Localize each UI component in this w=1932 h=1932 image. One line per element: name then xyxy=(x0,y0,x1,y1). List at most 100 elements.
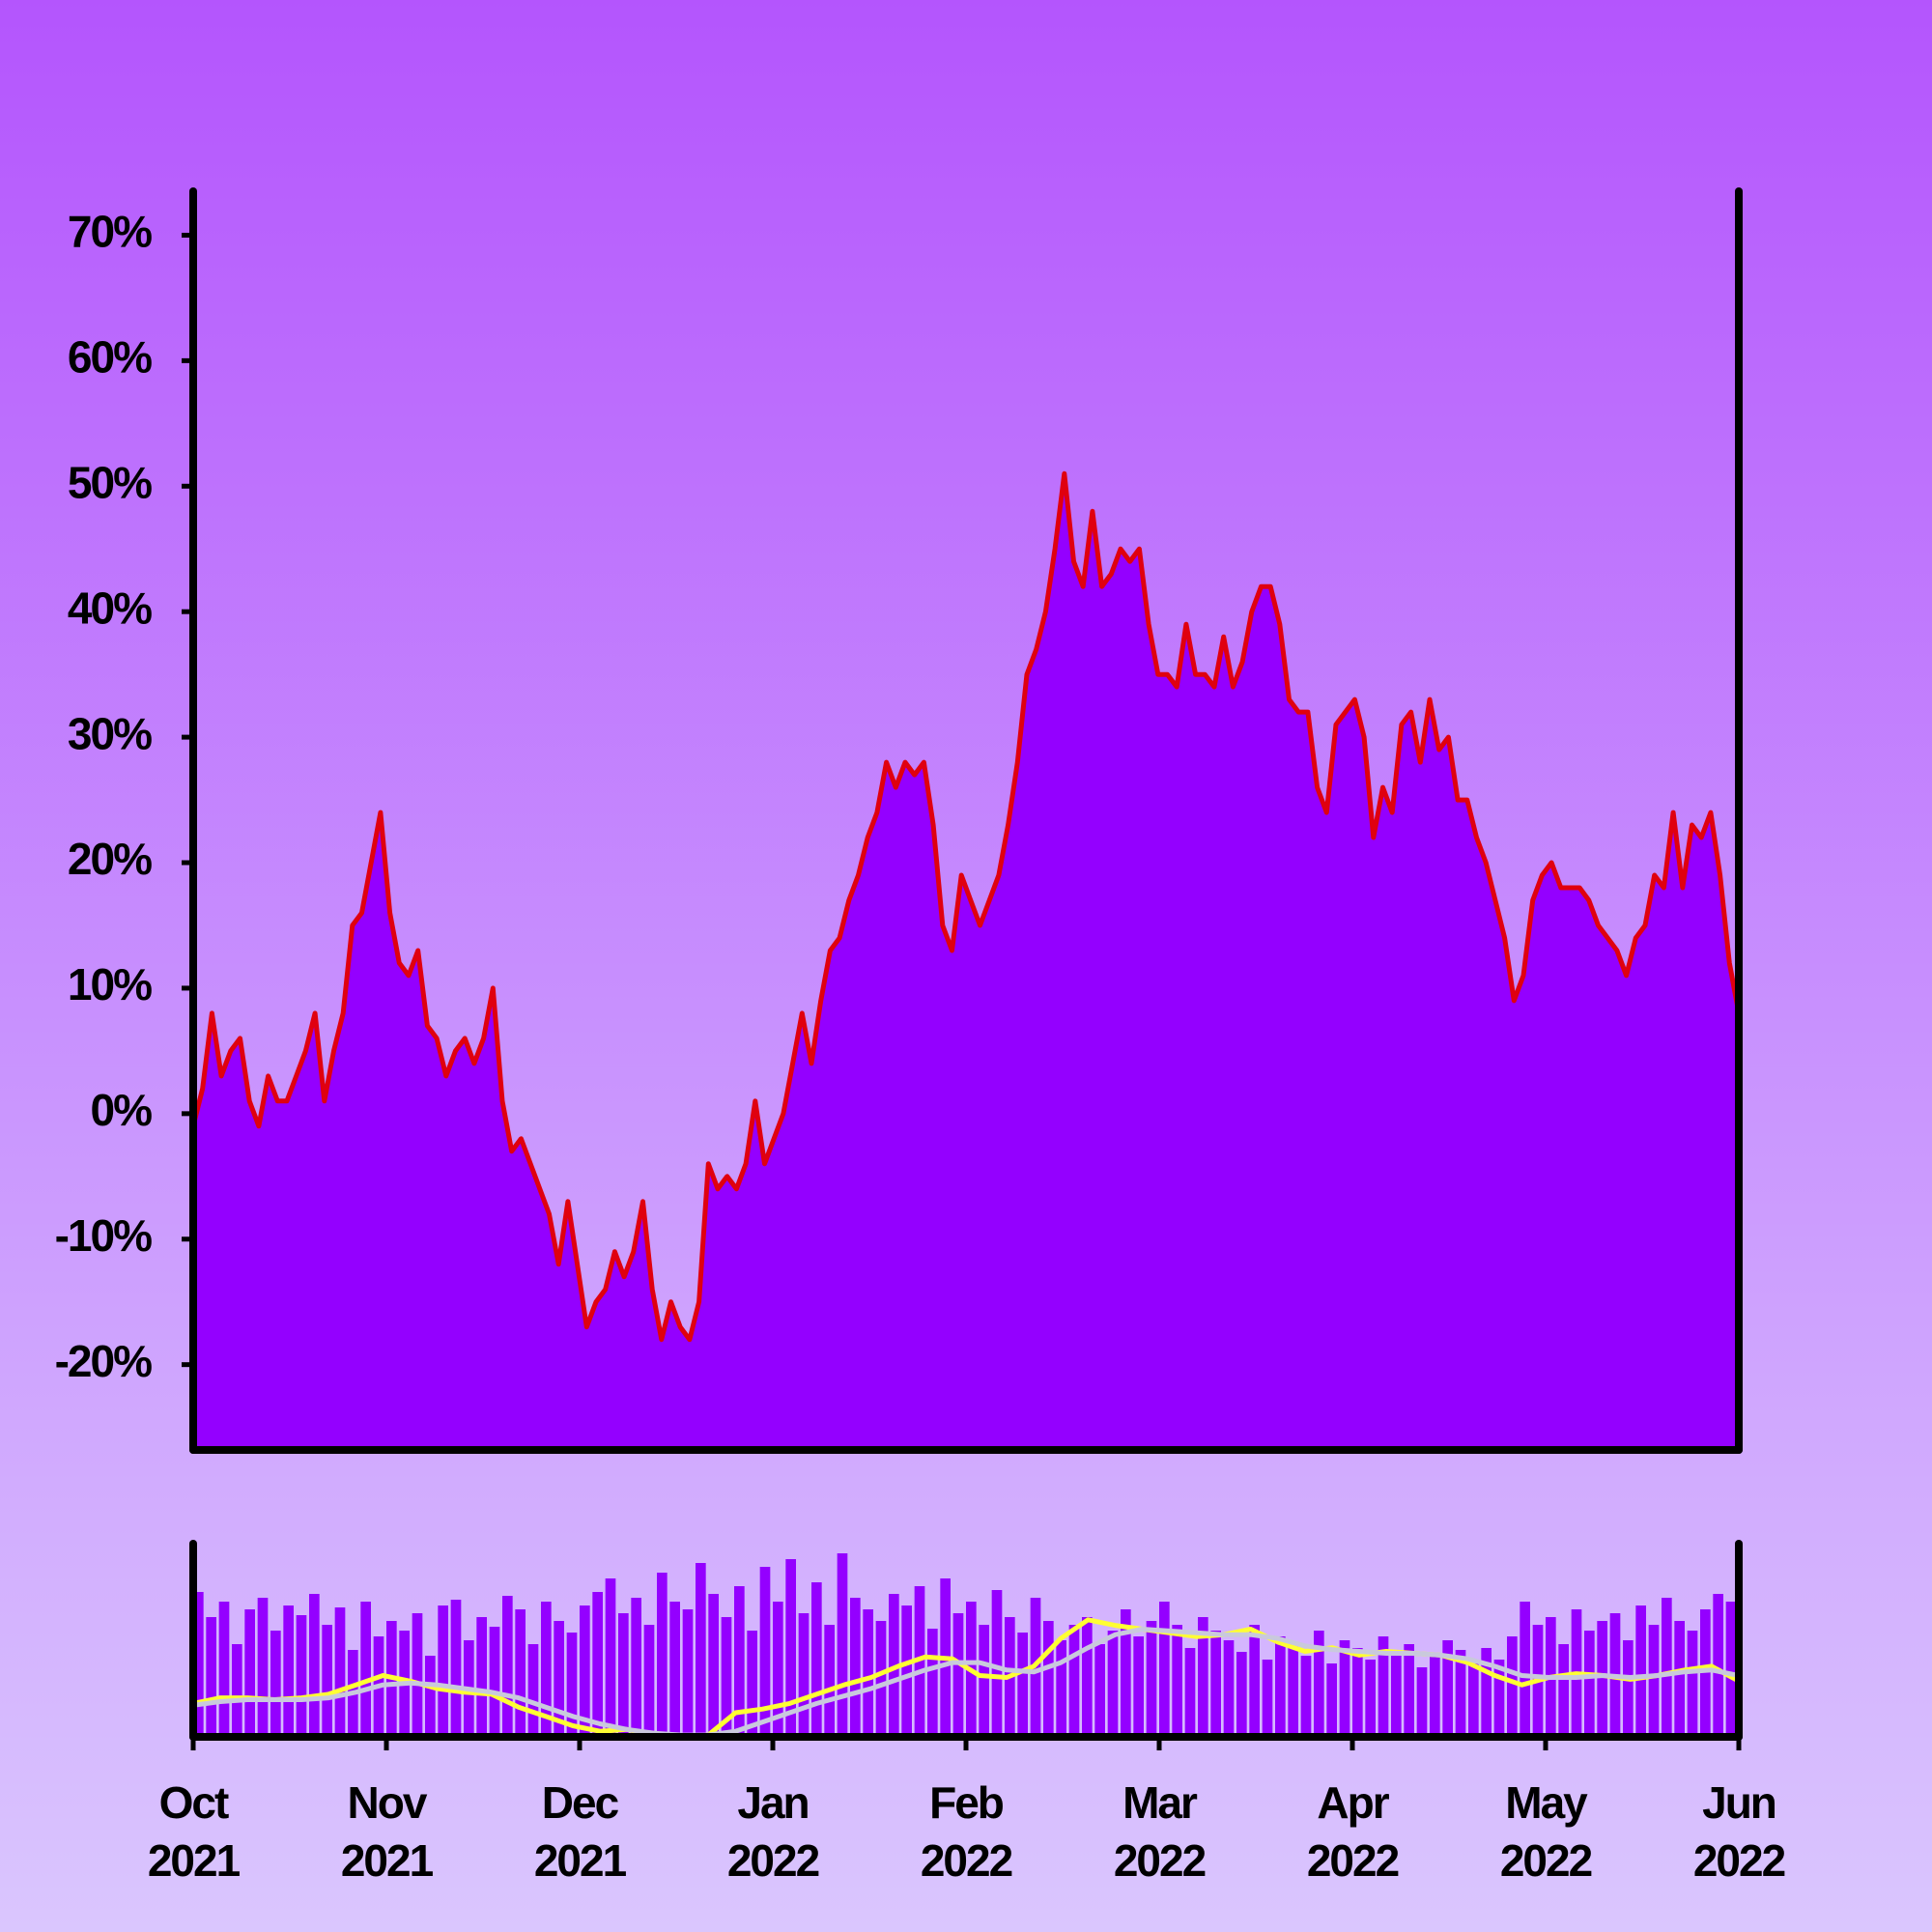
volume-bar xyxy=(1159,1602,1170,1737)
volume-bar xyxy=(257,1598,269,1737)
x-tick-label: May 2022 xyxy=(1499,1777,1593,1886)
volume-bar xyxy=(1623,1640,1634,1737)
y-tick-label: -10% xyxy=(55,1210,152,1261)
volume-bar xyxy=(1662,1598,1672,1737)
volume-bar xyxy=(515,1609,526,1737)
volume-bar xyxy=(296,1615,307,1737)
volume-bar xyxy=(734,1586,745,1737)
x-tick-label: Oct 2021 xyxy=(147,1777,241,1886)
volume-bar xyxy=(218,1602,230,1737)
volume-bar xyxy=(1288,1644,1298,1737)
volume-bar xyxy=(1326,1663,1337,1737)
volume-bar xyxy=(527,1644,539,1737)
volume-bar xyxy=(1352,1648,1363,1737)
volume-bar xyxy=(1713,1594,1723,1737)
volume-bar xyxy=(592,1592,603,1737)
volume-bar xyxy=(1146,1621,1157,1737)
y-tick-label: 40% xyxy=(68,582,152,633)
volume-bar xyxy=(1068,1625,1080,1737)
volume-bar xyxy=(605,1578,616,1737)
volume-bar xyxy=(1043,1621,1054,1737)
volume-bar xyxy=(811,1582,822,1737)
volume-bar xyxy=(1635,1605,1646,1737)
volume-bar xyxy=(1442,1640,1453,1737)
volume-bar xyxy=(1365,1660,1376,1737)
volume-bar xyxy=(554,1621,564,1737)
volume-bar xyxy=(1455,1650,1466,1737)
volume-bar xyxy=(991,1590,1003,1737)
volume-bar xyxy=(1507,1636,1518,1737)
volume-bar xyxy=(1339,1640,1350,1737)
y-tick-label: -20% xyxy=(55,1336,152,1386)
volume-bar xyxy=(669,1602,680,1737)
volume-bar xyxy=(1648,1625,1660,1737)
volume-bar xyxy=(1597,1621,1607,1737)
area xyxy=(193,473,1739,1450)
volume-bar xyxy=(773,1602,783,1737)
volume-bar xyxy=(1133,1636,1144,1737)
volume-bar xyxy=(334,1607,346,1737)
volume-bar xyxy=(708,1594,719,1737)
volume-bar xyxy=(875,1621,887,1737)
volume-bar xyxy=(631,1598,641,1737)
volume-bar xyxy=(643,1625,655,1737)
volume-bar xyxy=(682,1609,694,1737)
plot-lower xyxy=(193,1553,1739,1737)
volume-bar xyxy=(889,1594,899,1737)
y-tick-label: 20% xyxy=(68,834,152,884)
volume-bar xyxy=(206,1617,216,1737)
y-tick-label: 50% xyxy=(68,457,152,507)
volume-bar xyxy=(1404,1644,1414,1737)
volume-bar xyxy=(438,1605,448,1737)
volume-bar xyxy=(1121,1609,1131,1737)
volume-bar xyxy=(476,1617,487,1737)
volume-bar xyxy=(1184,1648,1196,1737)
volume-bar xyxy=(1249,1625,1260,1737)
volume-bar xyxy=(721,1617,732,1737)
volume-bar xyxy=(541,1602,552,1737)
volume-bar xyxy=(1391,1652,1402,1737)
volume-bar xyxy=(1275,1636,1286,1737)
volume-bar xyxy=(1725,1602,1737,1737)
volume-bar xyxy=(1236,1652,1247,1737)
volume-bar xyxy=(1687,1631,1698,1737)
volume-bar xyxy=(1481,1648,1492,1737)
volume-bar xyxy=(618,1613,629,1737)
volume-bar xyxy=(1416,1667,1428,1737)
volume-bar xyxy=(1584,1631,1595,1737)
volume-bar xyxy=(244,1609,255,1737)
volume-bar xyxy=(927,1629,938,1737)
volume-bar xyxy=(1468,1663,1479,1737)
volume-bar xyxy=(1223,1640,1235,1737)
volume-bar xyxy=(979,1625,989,1737)
volume-bar xyxy=(566,1633,578,1737)
volume-bar xyxy=(1094,1644,1105,1737)
volume-bar xyxy=(1700,1609,1711,1737)
volume-bar xyxy=(489,1627,500,1737)
volume-bar xyxy=(1493,1660,1505,1737)
volume-bar xyxy=(850,1598,861,1737)
volume-bar xyxy=(360,1602,371,1737)
volume-bar xyxy=(425,1656,436,1737)
volume-bar xyxy=(1378,1636,1389,1737)
x-tick-label: Jun 2022 xyxy=(1692,1777,1786,1886)
y-tick-label: 10% xyxy=(68,959,152,1009)
volume-bar xyxy=(759,1567,771,1737)
x-tick-label: Jan 2022 xyxy=(726,1777,820,1886)
volume-bar xyxy=(1082,1617,1093,1737)
volume-bar xyxy=(1300,1656,1312,1737)
volume-bar xyxy=(785,1559,796,1737)
volume-bar xyxy=(193,1592,204,1737)
y-tick-label: 30% xyxy=(68,708,152,758)
volume-bar xyxy=(1056,1640,1066,1737)
x-tick-label: Mar 2022 xyxy=(1113,1777,1207,1886)
volume-bar xyxy=(837,1553,848,1737)
volume-bar xyxy=(580,1605,590,1737)
volume-bar xyxy=(1210,1631,1221,1737)
trend-line xyxy=(193,1627,1739,1737)
volume-bar xyxy=(1520,1602,1530,1737)
volume-bar xyxy=(1430,1656,1440,1737)
